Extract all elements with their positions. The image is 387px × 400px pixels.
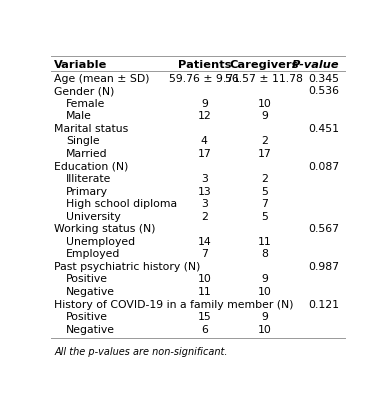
Text: Marital status: Marital status (54, 124, 128, 134)
Text: Education (N): Education (N) (54, 162, 129, 172)
Text: 4: 4 (201, 136, 208, 146)
Text: 10: 10 (257, 287, 271, 297)
Text: 0.451: 0.451 (308, 124, 339, 134)
Text: Caregivers: Caregivers (229, 60, 299, 70)
Text: 6: 6 (201, 325, 208, 334)
Text: 10: 10 (257, 325, 271, 334)
Text: Female: Female (67, 99, 106, 109)
Text: 0.567: 0.567 (308, 224, 339, 234)
Text: 14: 14 (197, 237, 211, 247)
Text: 0.536: 0.536 (308, 86, 339, 96)
Text: Patients: Patients (178, 60, 231, 70)
Text: Working status (N): Working status (N) (54, 224, 156, 234)
Text: 56.57 ± 11.78: 56.57 ± 11.78 (225, 74, 303, 84)
Text: History of COVID-19 in a family member (N): History of COVID-19 in a family member (… (54, 300, 294, 310)
Text: Past psychiatric history (N): Past psychiatric history (N) (54, 262, 201, 272)
Text: 0.345: 0.345 (308, 74, 339, 84)
Text: 0.087: 0.087 (308, 162, 339, 172)
Text: Positive: Positive (67, 274, 108, 284)
Text: 9: 9 (261, 312, 268, 322)
Text: Male: Male (67, 112, 92, 122)
Text: 9: 9 (261, 274, 268, 284)
Text: 9: 9 (261, 112, 268, 122)
Text: 3: 3 (201, 174, 208, 184)
Text: Positive: Positive (67, 312, 108, 322)
Text: 10: 10 (197, 274, 211, 284)
Text: University: University (67, 212, 121, 222)
Text: 11: 11 (257, 237, 271, 247)
Text: 59.76 ± 9.71: 59.76 ± 9.71 (169, 74, 240, 84)
Text: Negative: Negative (67, 325, 115, 334)
Text: Illiterate: Illiterate (67, 174, 112, 184)
Text: Variable: Variable (54, 60, 108, 70)
Text: 17: 17 (257, 149, 271, 159)
Text: Negative: Negative (67, 287, 115, 297)
Text: 5: 5 (261, 212, 268, 222)
Text: 2: 2 (201, 212, 208, 222)
Text: Single: Single (67, 136, 100, 146)
Text: Age (mean ± SD): Age (mean ± SD) (54, 74, 150, 84)
Text: 2: 2 (261, 136, 268, 146)
Text: 2: 2 (261, 174, 268, 184)
Text: 17: 17 (197, 149, 211, 159)
Text: P-value: P-value (292, 60, 339, 70)
Text: Gender (N): Gender (N) (54, 86, 115, 96)
Text: 9: 9 (201, 99, 208, 109)
Text: 0.987: 0.987 (308, 262, 339, 272)
Text: 12: 12 (197, 112, 211, 122)
Text: 7: 7 (201, 249, 208, 259)
Text: 7: 7 (261, 199, 268, 209)
Text: 10: 10 (257, 99, 271, 109)
Text: 15: 15 (197, 312, 211, 322)
Text: 11: 11 (197, 287, 211, 297)
Text: All the p-values are non-significant.: All the p-values are non-significant. (54, 347, 228, 357)
Text: 3: 3 (201, 199, 208, 209)
Text: 13: 13 (197, 187, 211, 197)
Text: Married: Married (67, 149, 108, 159)
Text: Primary: Primary (67, 187, 108, 197)
Text: Unemployed: Unemployed (67, 237, 135, 247)
Text: 8: 8 (261, 249, 268, 259)
Text: 5: 5 (261, 187, 268, 197)
Text: Employed: Employed (67, 249, 121, 259)
Text: 0.121: 0.121 (308, 300, 339, 310)
Text: High school diploma: High school diploma (67, 199, 178, 209)
